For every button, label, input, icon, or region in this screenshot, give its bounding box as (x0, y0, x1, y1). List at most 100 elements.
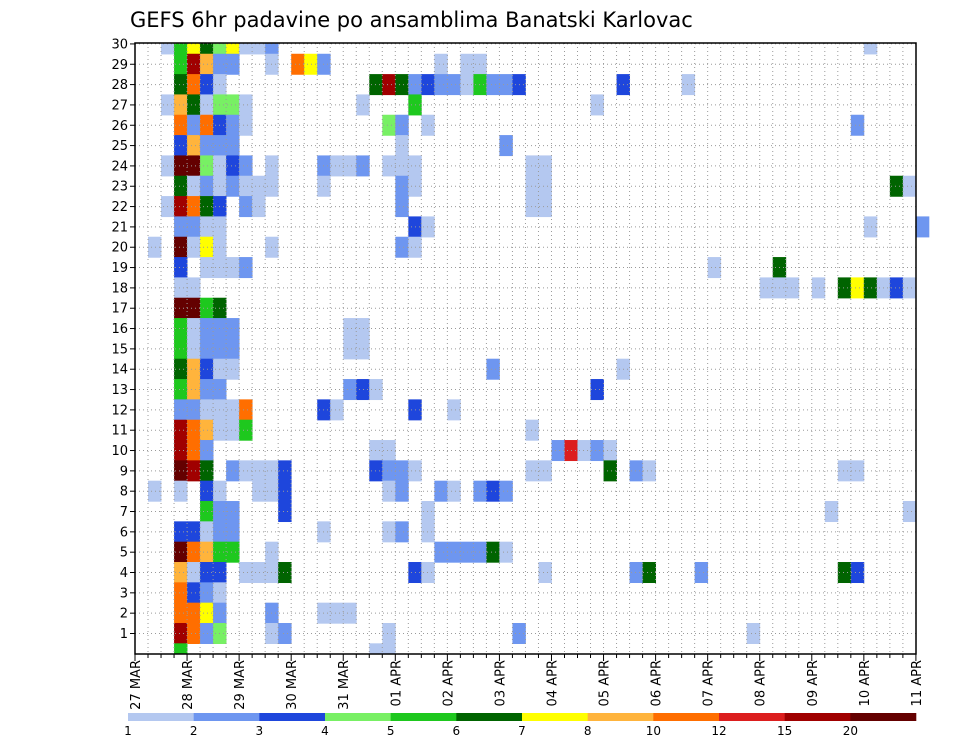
legend-swatch (128, 713, 194, 721)
heatmap-cell (759, 277, 774, 299)
heatmap-cell (174, 43, 188, 55)
heatmap-cell (421, 521, 435, 543)
heatmap-cell (473, 541, 487, 563)
y-tick-label: 27 (111, 98, 128, 113)
x-tick-label: 28 MAR (181, 660, 196, 710)
heatmap-cell (746, 623, 761, 644)
y-tick-label: 15 (111, 342, 128, 357)
heatmap-cell (395, 135, 409, 157)
heatmap-cell (473, 480, 487, 502)
heatmap-cell (421, 562, 435, 584)
heatmap-cell (473, 74, 487, 96)
heatmap-cell (395, 196, 409, 218)
heatmap-cell (187, 440, 201, 462)
heatmap-cell (174, 135, 188, 157)
heatmap-cell (200, 43, 214, 55)
x-tick-label: 31 MAR (337, 660, 352, 710)
heatmap-cell (174, 216, 188, 238)
heatmap-cell (187, 399, 201, 421)
legend-swatch (719, 713, 785, 721)
heatmap-cell (174, 358, 188, 380)
heatmap-cell (382, 155, 396, 177)
legend-label: 7 (518, 724, 526, 738)
heatmap-cell (187, 582, 201, 604)
heatmap-cell (603, 460, 617, 482)
heatmap-cell (200, 135, 214, 157)
y-tick-label: 25 (111, 139, 128, 154)
legend-label: 3 (256, 724, 264, 738)
heatmap-cell (395, 155, 409, 177)
y-tick-label: 9 (120, 464, 128, 479)
heatmap-cell (200, 379, 214, 401)
heatmap-cell (499, 74, 513, 96)
heatmap-cell (200, 257, 214, 279)
heatmap-cell (239, 460, 253, 482)
heatmap-cell (200, 602, 214, 624)
heatmap-cell (200, 155, 214, 177)
heatmap-cell (577, 440, 591, 462)
heatmap-cell (252, 562, 266, 584)
heatmap-cell (356, 338, 370, 360)
heatmap-cell (356, 318, 370, 340)
heatmap-cell (200, 501, 214, 523)
heatmap-cell (174, 318, 188, 340)
heatmap-cell (239, 196, 253, 218)
heatmap-cell (226, 175, 240, 197)
x-tick-label: 03 APR (493, 660, 508, 706)
heatmap-cell (226, 338, 240, 360)
y-tick-label: 5 (120, 546, 128, 561)
heatmap-cell (356, 155, 370, 177)
heatmap-cell (174, 196, 188, 218)
heatmap-cell (447, 74, 461, 96)
heatmap-cell (200, 399, 214, 421)
heatmap-cell (486, 74, 500, 96)
heatmap-cell (421, 501, 435, 523)
heatmap-cell (395, 114, 409, 136)
heatmap-cell (239, 94, 253, 116)
heatmap-cell (473, 53, 487, 75)
heatmap-cell (525, 419, 539, 441)
y-tick-label: 2 (120, 607, 128, 622)
heatmap-cell (538, 175, 552, 197)
heatmap-cell (200, 297, 214, 319)
heatmap-cell (343, 155, 357, 177)
heatmap-cell (837, 460, 852, 482)
y-axis: 1234567891011121314151617181920212223242… (111, 37, 135, 642)
heatmap-cell (200, 74, 214, 96)
heatmap-cell (811, 277, 826, 299)
heatmap-cell (395, 480, 409, 502)
heatmap-cell (239, 175, 253, 197)
legend-label: 10 (646, 724, 661, 738)
heatmap-cell (278, 460, 292, 482)
heatmap-cell (174, 379, 188, 401)
heatmap-cell (226, 399, 240, 421)
heatmap-cell (395, 74, 409, 96)
heatmap-cell (200, 216, 214, 238)
heatmap-cell (330, 155, 344, 177)
heatmap-cell (226, 460, 240, 482)
heatmap-cell (226, 43, 240, 55)
heatmap-cell (694, 562, 709, 584)
heatmap-cell (213, 43, 227, 55)
y-tick-label: 23 (111, 180, 128, 195)
heatmap-cell (239, 399, 253, 421)
heatmap-cell (174, 236, 188, 258)
heatmap-cell (200, 582, 214, 604)
heatmap-cell (187, 460, 201, 482)
heatmap-cell (304, 53, 318, 75)
heatmap-cell (187, 277, 201, 299)
x-tick-label: 10 APR (858, 660, 873, 706)
heatmap-cell (629, 460, 643, 482)
heatmap-cell (499, 480, 513, 502)
heatmap-cell (200, 521, 214, 543)
heatmap-cell (187, 379, 201, 401)
heatmap-cell (252, 43, 266, 55)
heatmap-cell (421, 216, 435, 238)
legend-swatch (653, 713, 720, 721)
heatmap-cell (187, 358, 201, 380)
y-tick-label: 24 (111, 159, 128, 174)
heatmap-cell (239, 43, 253, 55)
heatmap-cell (850, 562, 865, 584)
heatmap-cell (538, 155, 552, 177)
heatmap-cell (200, 338, 214, 360)
